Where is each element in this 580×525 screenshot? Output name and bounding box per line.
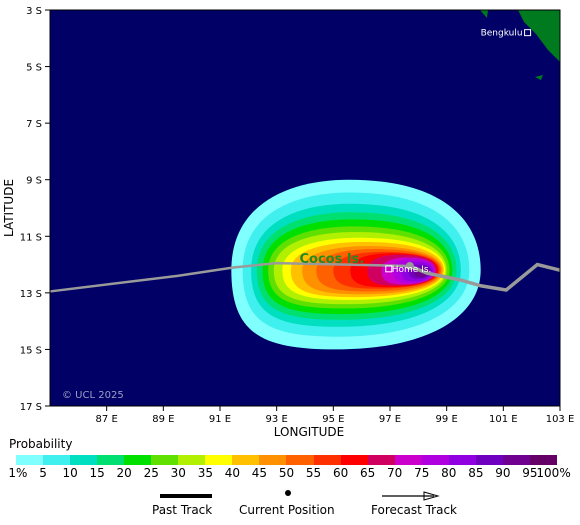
colorbar-label-9: 45 [251,466,268,480]
place-marker-icon-0 [524,29,532,37]
lat-tick-label-4: 11 S [20,232,42,243]
region-label-cocos: Cocos Is. [299,252,364,267]
current-position-legend: Current Position [238,490,358,520]
colorbar-swatch-12 [340,455,368,465]
colorbar-swatch-9 [259,455,287,465]
colorbar-label-15: 75 [414,466,430,480]
colorbar-swatch-14 [394,455,422,465]
lat-tick-label-1: 5 S [26,63,42,74]
colorbar-label-19: 95 [522,466,538,480]
colorbar-label-0: 1% [8,466,28,480]
latitude-axis-title: LATITUDE [2,179,16,237]
lon-tick-label-4: 95 E [322,414,344,425]
colorbar-label-17: 85 [468,466,484,480]
sumatra-land [480,10,560,80]
longitude-axis-title: LONGITUDE [274,425,344,439]
place-label-0: Bengkulu [481,29,523,39]
lat-tick-label-5: 13 S [20,289,42,300]
forecast-track-label: Forecast Track [371,503,457,517]
lat-tick-label-0: 3 S [26,6,42,17]
lat-tick-label-7: 17 S [20,402,42,413]
lon-tick-label-2: 91 E [209,414,231,425]
colorbar-label-12: 60 [332,466,349,480]
latitude-ticks: 3 S 5 S 7 S 9 S 11 S 13 S 15 S 17 S [20,6,50,413]
colorbar-label-18: 90 [495,466,511,480]
lat-tick-label-2: 7 S [26,119,42,130]
colorbar-swatch-5 [151,455,179,465]
colorbar-label-7: 35 [197,466,213,480]
lon-tick-label-3: 93 E [266,414,288,425]
past-track-label: Past Track [152,503,213,517]
colorbar-label-16: 80 [441,466,457,480]
colorbar-swatch-0 [16,455,44,465]
colorbar-label-2: 10 [62,466,78,480]
map-frame [49,9,561,407]
colorbar-swatch-13 [367,455,395,465]
islet-north [480,10,488,18]
lat-tick-label-3: 9 S [26,176,42,187]
longitude-ticks: 87 E 89 E 91 E 93 E 95 E 97 E 99 E 101 E 103 E [96,406,575,425]
current-position-dot-sample [285,490,291,496]
lon-tick-label-0: 87 E [96,414,118,425]
probability-colorbar-labels: 1% 5 10 15 20 25 30 35 40 45 50 55 60 65 70 75 80 85 90 95 1… [0,466,580,480]
probability-map: Bengkulu Home Is. Cocos Is. © UCL 2025 3 S… [2,6,575,439]
colorbar-label-14: 70 [387,466,403,480]
colorbar-swatch-15 [421,455,449,465]
place-labels: Bengkulu Home Is. Cocos Is. [299,29,532,275]
lon-tick-label-5: 97 E [379,414,401,425]
forecast-arrow-icon [423,491,440,501]
colorbar-label-3: 15 [89,466,105,480]
colorbar-swatch-1 [43,455,71,465]
colorbar-label-8: 40 [224,466,241,480]
sumatra-coast [518,10,560,62]
colorbar-swatch-11 [313,455,341,465]
probability-colorbar [16,455,557,465]
colorbar-label-1: 5 [39,466,47,480]
place-label-1: Home Is. [392,265,432,275]
colorbar-label-20: 100% [536,466,571,480]
colorbar-label-13: 65 [360,466,376,480]
colorbar-label-11: 55 [305,466,322,480]
colorbar-swatch-16 [448,455,476,465]
past-track-legend: Past Track [150,490,250,520]
colorbar-swatch-3 [97,455,125,465]
colorbar-swatch-8 [232,455,260,465]
lon-tick-label-8: 103 E [546,414,575,425]
forecast-track-line [409,262,561,292]
copyright-text: © UCL 2025 [62,390,124,401]
lon-tick-label-1: 89 E [152,414,174,425]
colorbar-swatch-6 [178,455,206,465]
lat-tick-label-6: 15 S [20,345,42,356]
colorbar-swatch-18 [502,455,530,465]
colorbar-label-6: 30 [170,466,186,480]
colorbar-swatch-19 [529,455,557,465]
probability-legend-title: Probability [9,437,73,451]
colorbar-label-10: 50 [278,466,295,480]
colorbar-swatch-10 [286,455,314,465]
colorbar-label-5: 25 [143,466,159,480]
colorbar-swatch-4 [124,455,152,465]
colorbar-swatch-7 [205,455,233,465]
colorbar-label-4: 20 [116,466,132,480]
lon-tick-label-7: 101 E [489,414,518,425]
past-track-line [49,261,410,293]
lon-tick-label-6: 99 E [436,414,458,425]
current-position-label: Current Position [239,503,335,517]
colorbar-swatch-2 [70,455,98,465]
storm-tracks [49,261,561,293]
islet-east [535,75,543,80]
forecast-track-legend: Forecast Track [370,490,480,520]
place-marker-icon-1 [385,265,393,273]
current-position-dot [405,261,414,270]
colorbar-swatch-17 [475,455,503,465]
